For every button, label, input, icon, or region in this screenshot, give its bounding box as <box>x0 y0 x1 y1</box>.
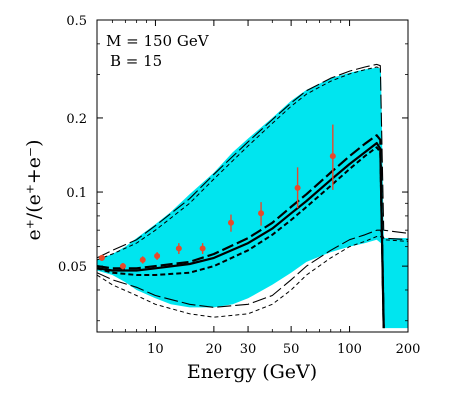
axis-ticks: 10 20 30 50 100 200 0.05 0.1 0.2 0.5 <box>58 14 420 357</box>
data-point <box>139 256 146 263</box>
data-point <box>258 210 265 217</box>
annotation-mass: M = 150 GeV <box>106 32 210 50</box>
data-point <box>175 245 182 252</box>
data-point <box>98 254 105 261</box>
data-point <box>199 245 206 252</box>
model-curve-1 <box>97 142 385 329</box>
x-tick-label: 20 <box>206 342 223 357</box>
model-curve-5 <box>97 66 381 261</box>
plot-area <box>97 63 408 329</box>
model-curve-4 <box>97 63 408 259</box>
plot-frame <box>96 19 409 333</box>
x-tick-label: 30 <box>240 342 257 357</box>
data-point <box>154 252 161 259</box>
data-point <box>119 263 126 270</box>
data-point <box>329 153 336 160</box>
data-point <box>227 219 234 226</box>
y-axis-title: e⁺/(e⁺+e⁻) <box>23 140 45 241</box>
data-point <box>294 184 301 191</box>
model-curve-6 <box>97 229 408 308</box>
model-curve-2 <box>97 134 385 329</box>
x-tick-label: 50 <box>283 342 300 357</box>
y-tick-label: 0.5 <box>66 14 87 29</box>
x-tick-label: 100 <box>337 342 362 357</box>
model-curve-3 <box>97 146 385 329</box>
x-axis-title: Energy (GeV) <box>187 361 317 383</box>
x-tick-label: 200 <box>396 342 421 357</box>
y-tick-label: 0.05 <box>58 260 87 275</box>
y-tick-label: 0.1 <box>66 186 87 201</box>
x-tick-label: 10 <box>147 342 164 357</box>
uncertainty-band <box>97 67 408 329</box>
model-curve-7 <box>97 236 408 318</box>
y-tick-label: 0.2 <box>66 112 87 127</box>
annotation-boost: B = 15 <box>110 52 162 70</box>
